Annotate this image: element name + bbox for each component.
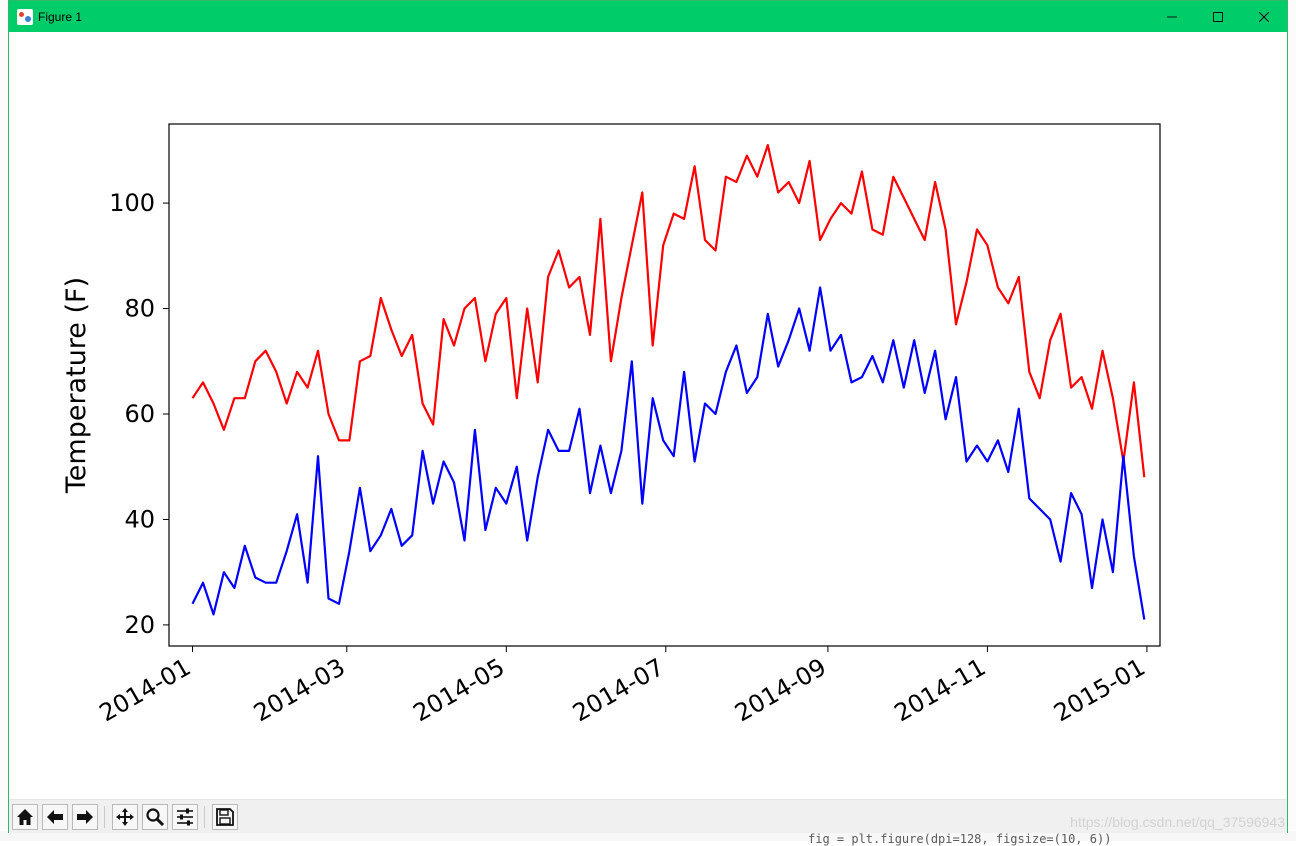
configure-subplots-button[interactable] xyxy=(172,804,198,830)
sliders-icon xyxy=(177,808,193,826)
close-button[interactable] xyxy=(1241,1,1287,32)
y-axis-label: Temperature (F) xyxy=(61,277,92,494)
x-tick-label: 2014-11 xyxy=(890,653,991,727)
minimize-icon xyxy=(1167,16,1177,17)
back-button[interactable] xyxy=(42,804,68,830)
arrow-left-icon xyxy=(47,810,63,824)
home-icon xyxy=(17,809,33,825)
background-ide-bottom xyxy=(0,831,1296,841)
background-ide-right-pane xyxy=(1287,0,1296,841)
x-tick-label: 2015-01 xyxy=(1049,653,1150,727)
y-tick-label: 80 xyxy=(124,295,155,323)
arrow-right-icon xyxy=(77,810,93,824)
floppy-icon xyxy=(216,808,234,826)
navigation-toolbar: https://blog.csdn.net/qq_37596943 xyxy=(9,799,1287,833)
y-tick-label: 60 xyxy=(124,400,155,428)
x-tick-label: 2014-03 xyxy=(249,653,350,727)
zoom-button[interactable] xyxy=(142,804,168,830)
x-tick-label: 2014-09 xyxy=(730,653,831,727)
y-tick-label: 40 xyxy=(124,505,155,533)
watermark-text: https://blog.csdn.net/qq_37596943 xyxy=(1070,814,1285,830)
magnifier-icon xyxy=(146,808,165,827)
forward-button[interactable] xyxy=(72,804,98,830)
save-button[interactable] xyxy=(212,804,238,830)
y-tick-label: 100 xyxy=(109,189,155,217)
x-tick-label: 2014-01 xyxy=(95,653,196,727)
figure-canvas[interactable]: 20 40 60 80 100 2014-01 2014-03 2014-05 2014-07 2… xyxy=(9,32,1287,799)
title-bar[interactable]: Figure 1 xyxy=(9,1,1287,32)
toolbar-separator xyxy=(204,806,205,828)
maximize-icon xyxy=(1213,11,1223,22)
pan-button[interactable] xyxy=(112,804,138,830)
matplotlib-app-icon xyxy=(17,8,33,25)
low-temperature-series-line xyxy=(191,286,1146,620)
background-code-line: fig = plt.figure(dpi=128, figsize=(10, 6… xyxy=(808,832,1112,846)
window-title: Figure 1 xyxy=(38,9,83,24)
high-temperature-series-line xyxy=(191,144,1146,478)
window-controls xyxy=(1149,1,1287,32)
maximize-button[interactable] xyxy=(1195,1,1241,32)
toolbar-separator xyxy=(104,806,105,828)
home-button[interactable] xyxy=(12,804,38,830)
x-tick-label: 2014-07 xyxy=(568,653,669,727)
temperature-line-chart: 20 40 60 80 100 2014-01 2014-03 2014-05 2014-07 2… xyxy=(61,123,1161,727)
move-icon xyxy=(116,808,134,826)
close-icon xyxy=(1259,11,1269,22)
axes-frame xyxy=(168,123,1161,647)
y-tick-label: 20 xyxy=(124,611,155,639)
figure-window: Figure 1 20 40 60 80 100 2014-01 2014-03 2014-0… xyxy=(8,0,1288,833)
minimize-button[interactable] xyxy=(1149,1,1195,32)
x-tick-label: 2014-05 xyxy=(408,653,509,727)
